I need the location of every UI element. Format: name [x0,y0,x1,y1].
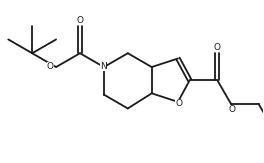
Text: O: O [175,99,182,108]
Text: N: N [100,62,106,71]
Text: O: O [77,16,83,25]
Text: O: O [214,43,221,52]
Text: O: O [47,62,54,71]
Text: O: O [229,105,236,114]
